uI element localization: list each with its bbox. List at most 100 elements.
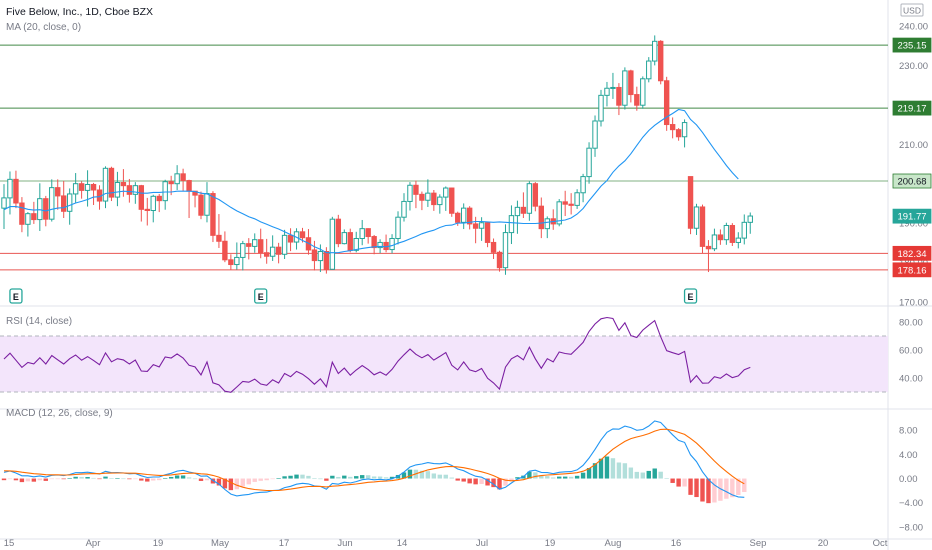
- candle[interactable]: [317, 251, 324, 262]
- candle[interactable]: [162, 181, 168, 202]
- candle[interactable]: [114, 182, 121, 198]
- candle[interactable]: [49, 187, 55, 220]
- macd-histogram-bar[interactable]: [694, 478, 699, 498]
- candle[interactable]: [437, 196, 443, 206]
- candle[interactable]: [622, 70, 628, 106]
- macd-histogram-bar[interactable]: [467, 478, 472, 484]
- macd-histogram-bar[interactable]: [688, 478, 693, 495]
- macd-histogram-bar[interactable]: [228, 478, 234, 491]
- candle[interactable]: [287, 234, 294, 243]
- macd-histogram-bar[interactable]: [491, 478, 496, 488]
- price-level-label[interactable]: 219.17: [892, 100, 932, 116]
- macd-histogram-bar[interactable]: [115, 478, 120, 479]
- macd-histogram-bar[interactable]: [13, 478, 19, 481]
- candle[interactable]: [449, 187, 455, 214]
- candle[interactable]: [132, 185, 139, 195]
- macd-histogram-bar[interactable]: [186, 477, 192, 479]
- macd-histogram-bar[interactable]: [67, 478, 72, 479]
- macd-histogram-bar[interactable]: [664, 477, 669, 479]
- candle[interactable]: [431, 192, 437, 206]
- macd-histogram-bar[interactable]: [389, 476, 395, 479]
- candle[interactable]: [526, 183, 533, 214]
- candle[interactable]: [604, 87, 610, 96]
- candle[interactable]: [592, 120, 598, 149]
- macd-histogram-bar[interactable]: [174, 475, 180, 479]
- macd-histogram-bar[interactable]: [168, 476, 174, 479]
- candle[interactable]: [210, 193, 216, 236]
- macd-histogram-bar[interactable]: [192, 478, 198, 480]
- candle[interactable]: [455, 212, 461, 223]
- macd-histogram-bar[interactable]: [437, 474, 443, 479]
- candle[interactable]: [359, 228, 365, 240]
- candle[interactable]: [717, 234, 724, 241]
- price-level-label[interactable]: 182.34: [892, 245, 932, 261]
- candle[interactable]: [252, 239, 258, 247]
- macd-histogram-bar[interactable]: [121, 478, 126, 480]
- candle[interactable]: [275, 246, 282, 255]
- rsi-panel[interactable]: [0, 316, 888, 393]
- earnings-icon[interactable]: [9, 288, 23, 304]
- candle[interactable]: [180, 173, 186, 182]
- candle[interactable]: [669, 124, 676, 131]
- macd-histogram-bar[interactable]: [252, 478, 257, 482]
- macd-histogram-bar[interactable]: [31, 478, 37, 482]
- macd-histogram-bar[interactable]: [377, 476, 383, 479]
- candle[interactable]: [723, 224, 730, 241]
- candle[interactable]: [263, 252, 270, 257]
- macd-histogram-bar[interactable]: [652, 468, 657, 479]
- macd-histogram-bar[interactable]: [503, 478, 508, 486]
- candle[interactable]: [246, 243, 252, 247]
- macd-histogram-bar[interactable]: [407, 469, 413, 479]
- macd-histogram-bar[interactable]: [431, 473, 437, 479]
- macd-histogram-bar[interactable]: [216, 478, 222, 486]
- macd-histogram-bar[interactable]: [37, 478, 43, 481]
- candle[interactable]: [377, 241, 383, 249]
- candle[interactable]: [687, 176, 694, 229]
- macd-histogram-bar[interactable]: [282, 476, 287, 479]
- macd-histogram-bar[interactable]: [312, 478, 317, 479]
- macd-histogram-bar[interactable]: [419, 470, 425, 479]
- candle[interactable]: [658, 40, 664, 82]
- candle[interactable]: [84, 183, 91, 191]
- macd-histogram-bar[interactable]: [365, 475, 371, 479]
- candle[interactable]: [234, 256, 240, 266]
- macd-histogram-bar[interactable]: [580, 472, 586, 479]
- candle[interactable]: [478, 222, 485, 229]
- macd-histogram-bar[interactable]: [360, 475, 365, 479]
- macd-histogram-bar[interactable]: [509, 478, 514, 481]
- candle[interactable]: [675, 129, 682, 138]
- macd-histogram-bar[interactable]: [724, 478, 729, 499]
- candle[interactable]: [663, 80, 670, 126]
- candle[interactable]: [628, 70, 634, 96]
- macd-histogram-bar[interactable]: [288, 475, 293, 479]
- macd-histogram-bar[interactable]: [222, 478, 228, 489]
- macd-histogram-bar[interactable]: [592, 463, 598, 479]
- macd-histogram-bar[interactable]: [258, 478, 263, 481]
- macd-histogram-bar[interactable]: [371, 476, 377, 479]
- candle[interactable]: [323, 251, 330, 270]
- candle[interactable]: [66, 193, 73, 212]
- candle[interactable]: [634, 94, 640, 106]
- macd-histogram-bar[interactable]: [306, 475, 311, 479]
- macd-histogram-bar[interactable]: [234, 478, 240, 490]
- macd-histogram-bar[interactable]: [79, 477, 84, 479]
- macd-histogram-bar[interactable]: [162, 478, 168, 479]
- candle[interactable]: [395, 216, 401, 240]
- macd-histogram-bar[interactable]: [551, 477, 556, 479]
- macd-histogram-bar[interactable]: [545, 476, 550, 479]
- candle[interactable]: [484, 222, 491, 243]
- macd-line[interactable]: [3, 420, 745, 498]
- candle[interactable]: [13, 178, 19, 204]
- rsi-line[interactable]: [3, 316, 751, 393]
- macd-histogram-bar[interactable]: [294, 474, 299, 479]
- candle[interactable]: [311, 249, 318, 262]
- candle[interactable]: [258, 239, 264, 254]
- earnings-icon[interactable]: [254, 288, 268, 304]
- candle[interactable]: [216, 234, 222, 242]
- candle[interactable]: [610, 86, 616, 89]
- macd-histogram-bar[interactable]: [1, 478, 7, 481]
- macd-histogram-bar[interactable]: [97, 478, 102, 480]
- candle[interactable]: [365, 228, 371, 238]
- macd-histogram-bar[interactable]: [151, 478, 156, 481]
